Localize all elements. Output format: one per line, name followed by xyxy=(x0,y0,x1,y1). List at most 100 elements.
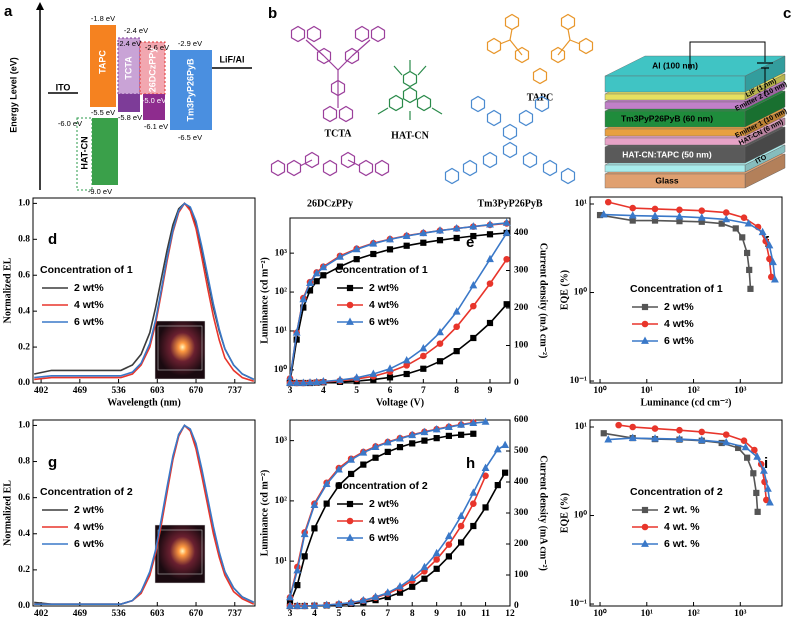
x-tick-label: 402 xyxy=(34,609,49,619)
marker xyxy=(469,222,478,230)
marker xyxy=(346,317,354,325)
marker xyxy=(470,232,477,240)
device-photo xyxy=(154,320,206,380)
marker xyxy=(615,421,622,429)
legend-title: Concentration of 1 xyxy=(630,283,723,295)
panel-label: g xyxy=(48,454,57,471)
marker xyxy=(458,539,465,546)
ring xyxy=(304,151,320,169)
y-axis-label: Normalized EL xyxy=(2,257,13,323)
marker xyxy=(740,437,748,445)
marker xyxy=(641,336,649,344)
y-tick-label: 10¹ xyxy=(275,556,288,566)
series-line xyxy=(599,214,752,289)
layer-front xyxy=(604,110,746,128)
legend-label: 2 wt% xyxy=(369,282,399,294)
inset-photo xyxy=(154,320,206,584)
ring xyxy=(502,141,518,159)
marker xyxy=(420,427,429,436)
ring xyxy=(416,94,432,112)
x-tick-label: 402 xyxy=(34,386,49,396)
marker xyxy=(453,348,460,355)
bond xyxy=(337,55,353,71)
x-tick-label: 4 xyxy=(321,386,326,396)
ring xyxy=(354,25,370,43)
energy-label: LiF/Al xyxy=(220,54,245,64)
y-tick-label: 0.2 xyxy=(18,565,30,575)
legend-title: Concentration of 2 xyxy=(335,480,428,492)
energy-label: -6.0 eV xyxy=(58,119,82,128)
marker xyxy=(753,489,760,497)
marker xyxy=(347,598,356,606)
marker xyxy=(301,553,308,560)
marker xyxy=(420,352,427,360)
marker xyxy=(293,601,302,609)
marker xyxy=(651,425,659,432)
marker xyxy=(675,434,684,443)
marker xyxy=(313,278,320,285)
marker xyxy=(306,378,314,386)
y-axis-label: Luminance (cd m⁻²) xyxy=(259,257,270,344)
legend-label: 2 wt% xyxy=(369,498,399,510)
marker xyxy=(769,257,777,266)
marker xyxy=(402,231,411,239)
ring xyxy=(358,159,374,177)
tmpypb-box xyxy=(170,50,212,130)
marker xyxy=(371,442,380,451)
legend-label: 4 wt. % xyxy=(664,521,700,533)
marker xyxy=(452,307,461,315)
marker xyxy=(744,219,753,227)
marker xyxy=(386,234,394,243)
layer-label: Tm3PyP26PyB (60 nm) xyxy=(621,113,713,123)
marker xyxy=(739,234,746,241)
x-tick-label: 10³ xyxy=(734,386,747,396)
legend-label: 6 wt% xyxy=(369,316,399,328)
marker xyxy=(469,418,478,427)
marker xyxy=(383,438,392,446)
energy-label: -9.0 eV xyxy=(88,187,112,196)
y2-tick-label: 0 xyxy=(514,601,519,611)
marker xyxy=(386,374,394,381)
y2-tick-label: 600 xyxy=(514,415,529,425)
layer-front xyxy=(604,101,746,110)
molecule-name: HAT-CN xyxy=(391,130,430,141)
marker xyxy=(502,469,509,476)
panel-label: d xyxy=(48,231,57,248)
marker xyxy=(433,435,440,442)
marker xyxy=(336,263,344,270)
marker xyxy=(698,428,706,436)
marker xyxy=(765,241,774,249)
y-tick-label: 10⁰ xyxy=(574,287,588,298)
marker xyxy=(457,511,466,519)
marker xyxy=(347,455,356,463)
y-tick-label: 1.0 xyxy=(18,421,30,431)
marker xyxy=(722,214,731,223)
marker xyxy=(770,275,779,283)
marker xyxy=(346,284,354,292)
ring xyxy=(560,13,576,31)
x-tick-label: 4 xyxy=(312,609,317,619)
marker xyxy=(697,213,706,221)
bond xyxy=(393,65,403,76)
marker xyxy=(481,463,490,471)
x-tick-label: 12 xyxy=(505,609,515,619)
energy-label: Tm3PyP26PyB xyxy=(185,58,195,122)
marker xyxy=(346,301,354,309)
legend-title: Concentration of 2 xyxy=(40,486,133,498)
marker xyxy=(641,506,649,514)
x-axis-label: Voltage (V) xyxy=(376,397,424,408)
y2-axis-label: Current density (mA cm⁻²) xyxy=(538,243,549,359)
marker xyxy=(722,437,731,446)
marker xyxy=(403,362,410,369)
ring xyxy=(534,95,550,113)
layer-front xyxy=(604,164,746,173)
marker xyxy=(486,254,494,263)
energy-label: -2.6 eV xyxy=(145,43,169,52)
marker xyxy=(470,334,477,342)
y-tick-label: 0.4 xyxy=(18,529,30,539)
molecule-name: 26DCzPPy xyxy=(307,198,353,209)
series-line xyxy=(34,424,255,605)
legend-title: Concentration of 1 xyxy=(335,264,428,276)
ring xyxy=(370,25,386,43)
marker xyxy=(310,601,319,609)
